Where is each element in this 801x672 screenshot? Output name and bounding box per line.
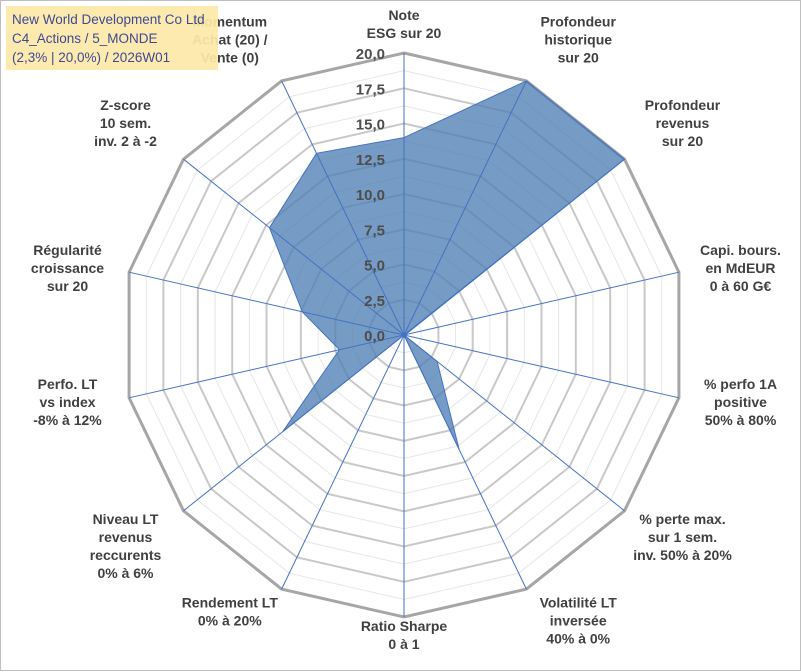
axis-label-line: sur 20 bbox=[47, 278, 88, 294]
axis-label-line: Régularité bbox=[33, 242, 102, 258]
axis-spoke bbox=[403, 158, 625, 336]
tick-label: 12,5 bbox=[356, 152, 385, 169]
axis-spoke bbox=[403, 271, 680, 336]
axis-label-line: sur 20 bbox=[558, 50, 599, 66]
axis-label-line: Note bbox=[388, 7, 419, 23]
axis-label-line: Ratio Sharpe bbox=[361, 618, 448, 634]
axis-label-line: croissance bbox=[31, 260, 104, 276]
axis-spoke bbox=[403, 334, 527, 590]
category-label: C4_Actions / 5_MONDE bbox=[12, 31, 158, 46]
tick-label: 2,5 bbox=[364, 293, 385, 310]
spoke-layer bbox=[128, 53, 680, 617]
tick-label: 0,0 bbox=[364, 328, 385, 345]
axis-label-line: 0 à 60 G€ bbox=[710, 278, 772, 294]
axis-label: % perfo 1A positive 50% à 80% bbox=[704, 376, 777, 428]
axis-label-line: Perfo. LT bbox=[38, 376, 98, 392]
axis-label-line: Profondeur bbox=[645, 97, 721, 113]
axis-label-line: inv. 50% à 20% bbox=[633, 547, 732, 563]
axis-label-line: sur 1 sem. bbox=[648, 529, 717, 545]
params-label: (2,3% | 20,0%) / 2026W01 bbox=[12, 50, 171, 65]
axis-spoke bbox=[128, 334, 405, 399]
tick-label: 10,0 bbox=[356, 187, 385, 204]
axis-label-line: 0% à 20% bbox=[198, 612, 262, 628]
tick-label: 5,0 bbox=[364, 258, 385, 275]
tick-label: 20,0 bbox=[356, 46, 385, 63]
series-layer bbox=[268, 80, 626, 450]
title-box: New World Development Co Ltd C4_Actions … bbox=[6, 6, 218, 70]
axis-label: Profondeur historique sur 20 bbox=[540, 14, 616, 66]
axis-label-line: inversée bbox=[550, 612, 607, 628]
axis-label-line: inv. 2 à -2 bbox=[94, 133, 157, 149]
axis-label-line: -8% à 12% bbox=[33, 412, 102, 428]
axis-label: Rendement LT 0% à 20% bbox=[182, 594, 279, 628]
axis-label-line: sur 20 bbox=[662, 133, 703, 149]
axis-label-line: % perte max. bbox=[639, 511, 725, 527]
axis-label-line: Niveau LT bbox=[93, 511, 159, 527]
axis-spoke bbox=[403, 334, 625, 512]
axis-label-line: vs index bbox=[39, 394, 95, 410]
axis-label-line: revenus bbox=[656, 115, 710, 131]
axis-label-line: 40% à 0% bbox=[546, 630, 610, 646]
axis-spoke bbox=[281, 334, 405, 590]
tick-label: 7,5 bbox=[364, 222, 385, 239]
tick-label: 15,0 bbox=[356, 117, 385, 134]
axis-label: Ratio Sharpe 0 à 1 bbox=[361, 618, 448, 652]
axis-label: Profondeur revenus sur 20 bbox=[645, 97, 721, 149]
axis-label-layer: Note ESG sur 20 Profondeur historique sur 20… bbox=[31, 7, 781, 652]
axis-label-line: Capi. bours. bbox=[700, 242, 781, 258]
axis-spoke bbox=[281, 80, 405, 336]
axis-label-line: 10 sem. bbox=[100, 115, 151, 131]
axis-label-line: ESG sur 20 bbox=[367, 25, 442, 41]
axis-label-line: positive bbox=[714, 394, 767, 410]
axis-label-line: en MdEUR bbox=[706, 260, 776, 276]
axis-label: Z-score 10 sem. inv. 2 à -2 bbox=[94, 97, 157, 149]
axis-label: Capi. bours. en MdEUR 0 à 60 G€ bbox=[700, 242, 781, 294]
axis-label: Régularité croissance sur 20 bbox=[31, 242, 104, 294]
axis-label-line: Volatilité LT bbox=[540, 594, 618, 610]
axis-label: Niveau LT revenus reccurents 0% à 6% bbox=[90, 511, 162, 581]
axis-label-line: reccurents bbox=[90, 547, 162, 563]
axis-label-line: 0% à 6% bbox=[97, 565, 154, 581]
axis-spoke bbox=[128, 271, 405, 336]
axis-label-line: % perfo 1A bbox=[704, 376, 777, 392]
axis-label: Perfo. LT vs index -8% à 12% bbox=[33, 376, 102, 428]
axis-label-line: Rendement LT bbox=[182, 594, 279, 610]
tick-label: 17,5 bbox=[356, 81, 385, 98]
axis-label: Volatilité LT inversée 40% à 0% bbox=[540, 594, 618, 646]
axis-spoke bbox=[403, 80, 527, 336]
axis-label-line: historique bbox=[544, 32, 612, 48]
axis-spoke bbox=[403, 334, 680, 399]
axis-label-line: revenus bbox=[99, 529, 153, 545]
axis-label: % perte max. sur 1 sem. inv. 50% à 20% bbox=[633, 511, 732, 563]
axis-spoke bbox=[183, 334, 405, 512]
axis-label-line: 50% à 80% bbox=[705, 412, 777, 428]
axis-label: Note ESG sur 20 bbox=[367, 7, 442, 41]
axis-spoke bbox=[183, 158, 405, 336]
tick-layer: 0,0 2,5 5,0 7,5 10,0 12,5 15,0 17,5 20,0 bbox=[356, 46, 385, 345]
company-name: New World Development Co Ltd bbox=[12, 12, 205, 27]
axis-label-line: Z-score bbox=[100, 97, 151, 113]
series-area bbox=[268, 80, 626, 450]
axis-label-line: 0 à 1 bbox=[388, 636, 419, 652]
axis-label-line: Profondeur bbox=[540, 14, 616, 30]
